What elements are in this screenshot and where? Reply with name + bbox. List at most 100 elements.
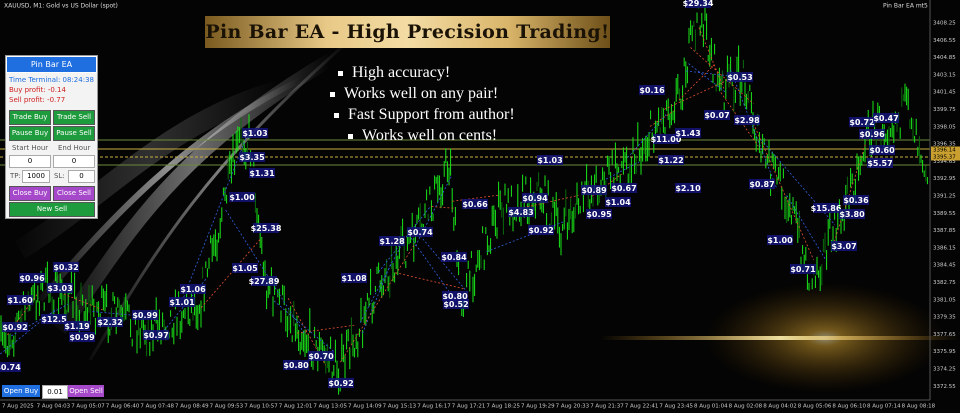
buy-profit-row: Buy profit: -0.14 (6, 85, 97, 95)
price-label: 3384.45 (933, 263, 956, 269)
trade-connector (786, 195, 827, 261)
trade-label-bg (0, 362, 21, 372)
button[interactable]: Close Buy (9, 186, 51, 201)
trade-connector (627, 114, 667, 158)
trade-label-bg (2, 322, 28, 332)
trade-label: $1.08 (341, 274, 367, 283)
trade-label: $0.60 (869, 146, 895, 155)
trade-label-bg (831, 241, 857, 251)
trade-label-bg (522, 193, 548, 203)
trade-label-bg (379, 236, 405, 246)
price-label: 3372.55 (933, 384, 956, 390)
input[interactable]: 0 (53, 155, 95, 168)
price-label: 3382.75 (933, 280, 956, 286)
trade-label-bg (441, 252, 467, 262)
trade-connector (686, 70, 739, 78)
trade-connector (678, 63, 716, 101)
button[interactable]: Open Sell (68, 385, 104, 397)
trade-label-bg (675, 183, 701, 193)
label: End Hour (58, 144, 91, 152)
time-label: 7 Aug 14:09 (348, 404, 382, 410)
trade-label: $1.03 (537, 156, 562, 165)
trade-label-bg (229, 192, 255, 202)
trade-label: $0.53 (727, 73, 752, 82)
trade-label-bg (749, 179, 775, 189)
feature: Works well on cents! (348, 125, 530, 146)
trade-label-bg (407, 227, 433, 237)
trade-label: $0.99 (69, 333, 95, 342)
trade-label: $1.01 (169, 298, 195, 307)
trade-label: $0.70 (308, 352, 334, 361)
price-label: 3394.65 (933, 159, 956, 165)
trade-label: $0.47 (873, 114, 898, 123)
trade-label-bg (675, 128, 701, 138)
trade-label-bg (859, 129, 885, 139)
trade-label-bg (232, 263, 258, 273)
trade-label: $0.72 (849, 118, 874, 127)
trade-label-bg (251, 276, 277, 286)
trade-label-bg (734, 115, 760, 125)
input[interactable]: 0 (9, 155, 51, 168)
symbol-label: XAUUSD, M1: Gold vs US Dollar (spot) (4, 3, 118, 10)
button[interactable]: Trade Sell (53, 110, 95, 125)
trade-label-bg (143, 330, 169, 340)
input[interactable]: 0.01 (42, 385, 68, 399)
price-label: 3379.35 (933, 315, 956, 321)
price-tag: 3396.14 (933, 148, 956, 154)
time-label: 7 Aug 09:53 (210, 404, 244, 410)
trade-connector (225, 209, 306, 335)
button[interactable]: Pause Sell (53, 126, 95, 141)
label: TP: (10, 172, 21, 180)
price-label: 3406.55 (933, 38, 956, 44)
time-label: 7 Aug 10:57 (244, 404, 278, 410)
trade-label: $11.00 (651, 135, 682, 144)
trade-label-bg (239, 152, 265, 162)
button[interactable]: Pause Buy (9, 126, 51, 141)
time-label: 8 Aug 07:14 (867, 404, 901, 410)
trade-label: $0.92 (528, 226, 553, 235)
feature: Fast Support from author! (334, 104, 530, 125)
trade-label-bg (7, 295, 33, 305)
trade-label: $0.16 (639, 86, 665, 95)
trade-label: $15.86 (811, 204, 842, 213)
trade-label-bg (867, 158, 893, 168)
trade-label-bg (839, 209, 865, 219)
trade-label: $0.32 (53, 263, 78, 272)
trade-label: $0.74 (407, 228, 433, 237)
trade-label: $4.83 (508, 208, 533, 217)
button[interactable]: Trade Buy (9, 110, 51, 125)
panel-title: Pin Bar EA (6, 56, 97, 73)
time-label: 8 Aug 08:18 (902, 404, 936, 410)
trade-label-bg (685, 0, 711, 8)
time-label: 7 Aug 2025 (2, 404, 34, 410)
trade-label: $1.00 (767, 236, 793, 245)
input[interactable]: 1000 (22, 170, 50, 183)
trade-label-bg (249, 168, 275, 178)
trade-label: $0.67 (611, 184, 636, 193)
time-label: 8 Aug 02:08 (729, 404, 763, 410)
trade-label: $1.22 (658, 156, 683, 165)
trade-connector (158, 277, 208, 337)
input[interactable]: 0 (68, 170, 95, 183)
feature-list: High accuracy! Works well on any pair! Fas… (330, 62, 530, 146)
trade-label-bg (169, 297, 195, 307)
time-label: 7 Aug 17:21 (452, 404, 486, 410)
trade-label: $1.06 (180, 285, 206, 294)
axes: 3408.25 3406.55 3404.85 3403.15 3401.45 3399.… (2, 21, 960, 410)
time-row: Time Terminal: 08:24:38 (6, 75, 97, 85)
time-label: 8 Aug 04:02 (763, 404, 797, 410)
time-label: 7 Aug 13:05 (313, 404, 347, 410)
trade-label: $27.89 (249, 277, 280, 286)
button[interactable]: Open Buy (2, 385, 40, 397)
trade-label-bg (328, 378, 354, 388)
feature: Works well on any pair! (330, 83, 530, 104)
lens-flare-streak (600, 336, 960, 340)
trade-connector (287, 298, 326, 366)
trade-label-bg (283, 360, 309, 370)
trade-label: $1.43 (675, 129, 700, 138)
label: Time Terminal: (9, 76, 61, 84)
button[interactable]: Close Sell (53, 186, 95, 201)
price-label: 3398.05 (933, 124, 956, 130)
label: Buy profit: (9, 86, 46, 94)
button[interactable]: New Sell (9, 202, 95, 217)
